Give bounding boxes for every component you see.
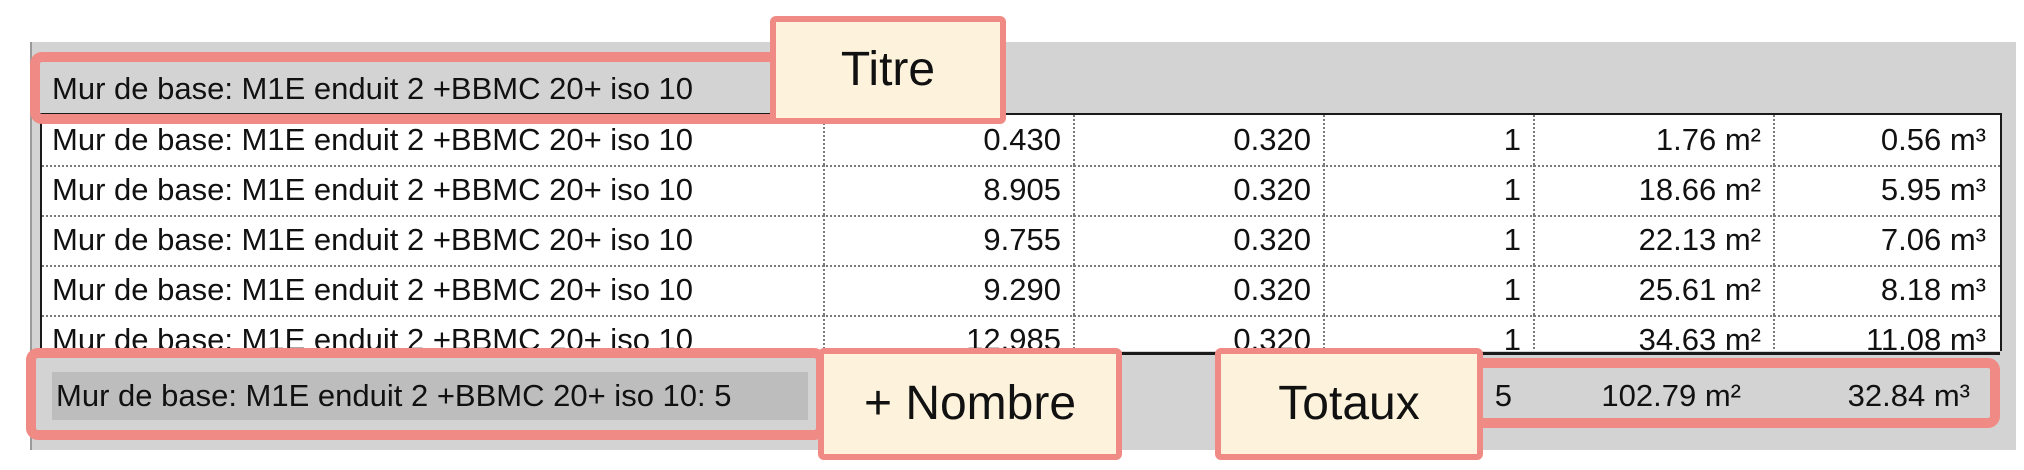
- cell-volume: 11.08 m³: [1865, 322, 1986, 351]
- cell-thickness: 0.320: [1075, 165, 1325, 215]
- cell-count: 1: [1325, 265, 1535, 315]
- cell-thickness: 0.320: [1075, 265, 1325, 315]
- schedule-title: Mur de base: M1E enduit 2 +BBMC 20+ iso …: [52, 71, 694, 106]
- cell-type: Mur de base: M1E enduit 2 +BBMC 20+ iso …: [42, 265, 825, 315]
- footer-area-total: 102.79 m²: [1601, 378, 1741, 413]
- table-row[interactable]: Mur de base: M1E enduit 2 +BBMC 20+ iso …: [42, 115, 2000, 167]
- cell-count: 1: [1325, 315, 1535, 351]
- cell-length: 8.905: [825, 165, 1075, 215]
- callout-nombre: + Nombre: [818, 348, 1122, 460]
- cell-length: 0.430: [825, 115, 1075, 165]
- schedule-table: Mur de base: M1E enduit 2 +BBMC 20+ iso …: [40, 113, 2002, 351]
- footer-count: 5: [1494, 378, 1512, 413]
- cell-type: Mur de base: M1E enduit 2 +BBMC 20+ iso …: [42, 165, 825, 215]
- cell-area: 34.63 m²: [1535, 315, 1775, 351]
- cell-length: 12.985: [825, 315, 1075, 351]
- table-row[interactable]: Mur de base: M1E enduit 2 +BBMC 20+ iso …: [42, 165, 2000, 217]
- cell-type: Mur de base: M1E enduit 2 +BBMC 20+ iso …: [42, 115, 825, 165]
- cell-volume: 0.56 m³: [1880, 122, 1986, 157]
- cell-volume: 7.06 m³: [1880, 222, 1986, 257]
- cell-thickness: 0.320: [1075, 115, 1325, 165]
- cell-count: 1: [1325, 115, 1535, 165]
- cell-thickness: 0.320: [1075, 315, 1325, 351]
- cell-count: 1: [1325, 215, 1535, 265]
- group-footer-label[interactable]: Mur de base: M1E enduit 2 +BBMC 20+ iso …: [52, 372, 808, 420]
- cell-area: 1.76 m²: [1535, 115, 1775, 165]
- table-row[interactable]: Mur de base: M1E enduit 2 +BBMC 20+ iso …: [42, 315, 2000, 351]
- cell-thickness: 0.320: [1075, 215, 1325, 265]
- cell-area: 22.13 m²: [1535, 215, 1775, 265]
- table-row[interactable]: Mur de base: M1E enduit 2 +BBMC 20+ iso …: [42, 265, 2000, 317]
- callout-totaux: Totaux: [1215, 348, 1483, 460]
- cell-length: 9.755: [825, 215, 1075, 265]
- cell-area: 18.66 m²: [1535, 165, 1775, 215]
- footer-volume-total: 32.84 m³: [1847, 378, 1970, 413]
- cell-type: Mur de base: M1E enduit 2 +BBMC 20+ iso …: [42, 215, 825, 265]
- title-highlight: [30, 52, 790, 124]
- totals-highlight: [1472, 358, 2000, 428]
- cell-volume: 5.95 m³: [1880, 172, 1986, 207]
- cell-type: Mur de base: M1E enduit 2 +BBMC 20+ iso …: [42, 315, 825, 351]
- cell-area: 25.61 m²: [1535, 265, 1775, 315]
- cell-length: 9.290: [825, 265, 1075, 315]
- callout-titre: Titre: [770, 16, 1006, 124]
- cell-count: 1: [1325, 165, 1535, 215]
- table-row[interactable]: Mur de base: M1E enduit 2 +BBMC 20+ iso …: [42, 215, 2000, 267]
- cell-volume: 8.18 m³: [1880, 272, 1986, 307]
- count-highlight: [26, 348, 826, 440]
